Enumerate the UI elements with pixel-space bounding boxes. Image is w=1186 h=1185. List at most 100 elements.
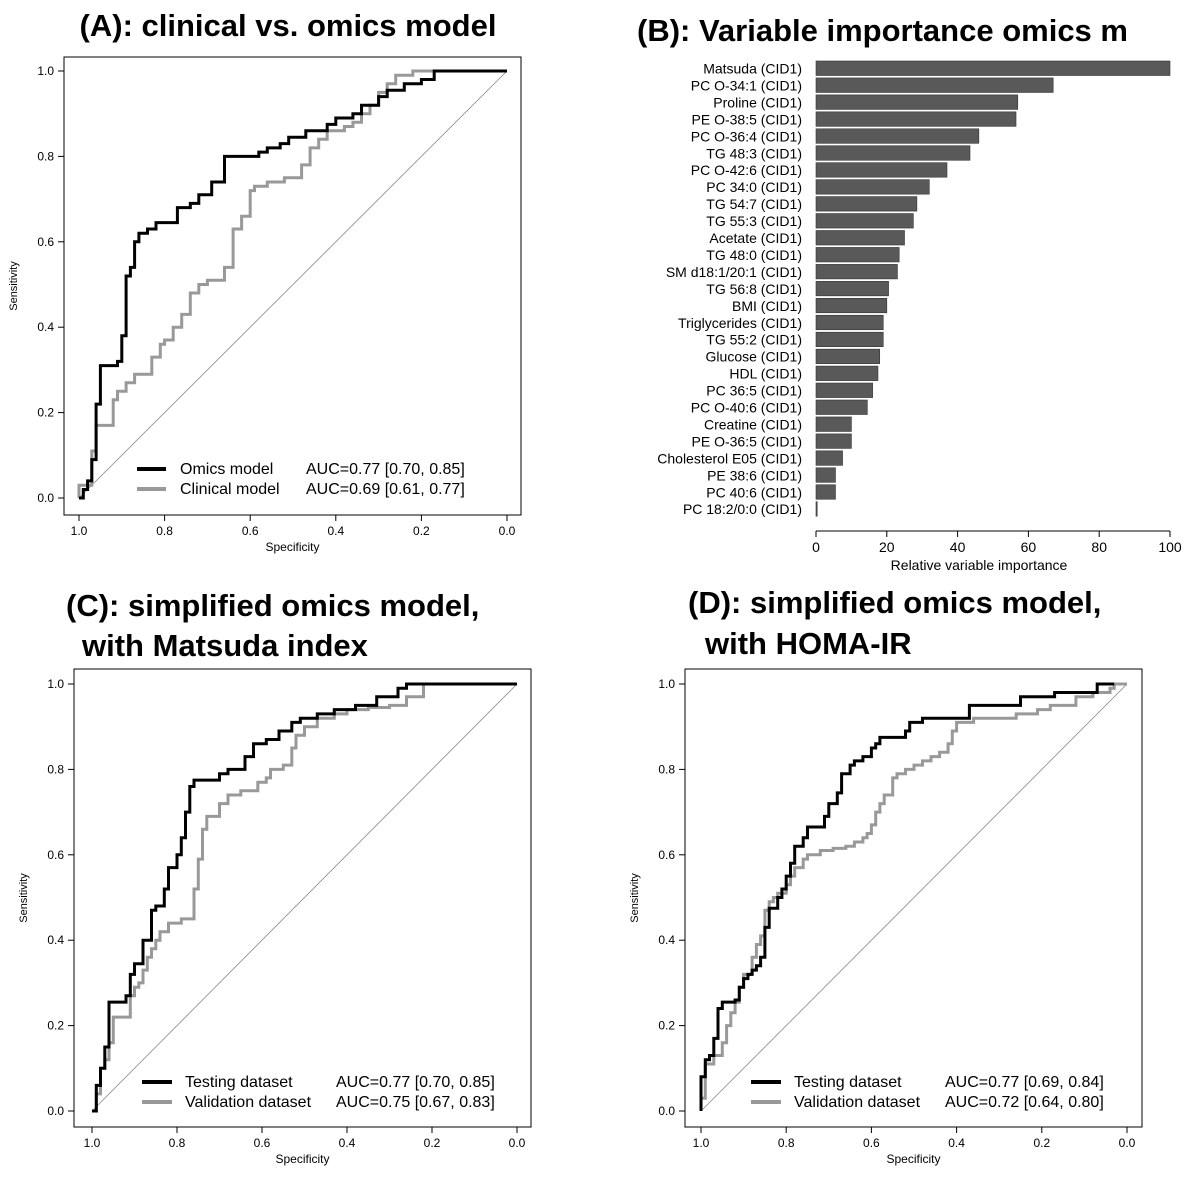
bar (815, 314, 884, 331)
y-tick-label: 0.2 (37, 406, 54, 420)
legend-name-validation-dataset: Validation dataset (794, 1094, 921, 1111)
x-tick-label: 0.2 (424, 1136, 441, 1150)
bar (815, 128, 980, 144)
bar-label: Acetate (CID1) (709, 230, 802, 246)
bar-label: PC 40:6 (CID1) (706, 484, 802, 500)
bar-label: PE 38:6 (CID1) (707, 467, 802, 483)
bar (815, 331, 884, 348)
y-tick-label: 1.0 (47, 677, 64, 691)
y-tick-label: 0.0 (47, 1104, 64, 1118)
bar (815, 501, 818, 517)
y-tick-label: 0.0 (37, 491, 54, 505)
bar (815, 145, 971, 161)
roc-panel-c: (C): simplified omics model, with Matsuda… (18, 588, 532, 1166)
bar-label: Triglycerides (CID1) (678, 315, 802, 331)
x-tick-label: 0.8 (156, 524, 173, 538)
panel-title: (B): Variable importance omics m (637, 13, 1128, 48)
x-axis-label: Relative variable importance (891, 557, 1068, 573)
y-axis-label: Sensitivity (8, 261, 20, 311)
x-tick-label: 1.0 (84, 1136, 101, 1150)
bar (815, 230, 905, 246)
panel-title: (C): simplified omics model, (66, 588, 479, 623)
legend-name-testing-dataset: Testing dataset (794, 1074, 902, 1091)
x-tick-label: 1.0 (71, 524, 88, 538)
bar-label: Proline (CID1) (713, 94, 802, 110)
bar (815, 60, 1171, 76)
bar-label: PC 36:5 (CID1) (706, 383, 802, 399)
bar (815, 264, 898, 280)
bar-label: TG 55:2 (CID1) (706, 332, 802, 348)
x-tick-label: 0.2 (413, 524, 430, 538)
roc-curve-testing-dataset (699, 682, 1115, 1111)
legend-auc-testing-dataset: AUC=0.77 [0.70, 0.85] (336, 1074, 495, 1091)
y-tick-label: 0.4 (658, 933, 675, 947)
reference-diagonal (700, 683, 1128, 1112)
bar-label: Creatine (CID1) (704, 416, 802, 432)
y-tick-label: 0.4 (47, 933, 64, 947)
y-tick-label: 0.8 (37, 149, 54, 163)
x-tick-label: 0.6 (254, 1136, 271, 1150)
y-tick-label: 0.0 (658, 1104, 675, 1118)
x-tick-label: 0.4 (948, 1136, 965, 1150)
x-axis-label: Specificity (886, 1152, 940, 1166)
x-tick-label: 0.8 (169, 1136, 186, 1150)
bar-label: PE O-38:5 (CID1) (692, 111, 802, 127)
y-tick-label: 0.8 (658, 762, 675, 776)
bar (815, 77, 1054, 93)
bar-label: PC 34:0 (CID1) (706, 179, 802, 195)
bar-label: PE O-36:5 (CID1) (692, 433, 802, 449)
bar-label: PC O-40:6 (CID1) (691, 400, 802, 416)
legend-auc-omics-model: AUC=0.77 [0.70, 0.85] (306, 461, 465, 478)
bar (815, 416, 852, 432)
roc-curve-clinical-model (77, 69, 507, 498)
y-tick-label: 1.0 (37, 64, 54, 78)
legend-auc-validation-dataset: AUC=0.72 [0.64, 0.80] (945, 1094, 1104, 1111)
bar-label: TG 48:0 (CID1) (706, 247, 802, 263)
bar-label: BMI (CID1) (732, 298, 802, 314)
x-axis-label: Specificity (275, 1152, 329, 1166)
y-axis-label: Sensitivity (18, 873, 30, 923)
roc-curve-testing-dataset (92, 682, 517, 1113)
bar-panel-b: (B): Variable importance omics m Matsuda … (637, 13, 1182, 573)
roc-panel-d: (D): simplified omics model, with HOMA-IR… (629, 585, 1143, 1166)
bar-label: Glucose (CID1) (706, 349, 802, 365)
legend-name-validation-dataset: Validation dataset (185, 1094, 312, 1111)
x-tick-label: 0.0 (499, 524, 516, 538)
legend-auc-clinical-model: AUC=0.69 [0.61, 0.77] (306, 481, 465, 498)
x-tick-label: 0.0 (509, 1136, 526, 1150)
y-tick-label: 0.4 (37, 320, 54, 334)
bar (815, 450, 843, 466)
bar-label: PC O-36:4 (CID1) (691, 128, 802, 144)
x-axis-label: Specificity (265, 540, 319, 554)
y-tick-label: 0.8 (47, 762, 64, 776)
bar (815, 348, 881, 364)
bar (815, 467, 836, 483)
x-tick-label: 0 (812, 539, 820, 555)
bar (815, 213, 914, 229)
y-axis-label: Sensitivity (629, 873, 641, 923)
bar-label: HDL (CID1) (729, 366, 802, 382)
bar (815, 281, 889, 297)
x-tick-label: 1.0 (693, 1136, 710, 1150)
bar-label: PC 18:2/0:0 (CID1) (683, 501, 802, 517)
x-tick-label: 0.6 (863, 1136, 880, 1150)
bar (815, 433, 852, 449)
legend-name-omics-model: Omics model (180, 461, 273, 478)
plot-frame (684, 668, 1143, 1128)
bar-label: TG 54:7 (CID1) (706, 196, 802, 212)
roc-curve-omics-model (79, 69, 507, 500)
bar (815, 111, 1017, 127)
x-tick-label: 40 (950, 539, 966, 555)
panel-title: (D): simplified omics model, (688, 585, 1101, 620)
bar (815, 297, 888, 314)
y-tick-label: 0.2 (47, 1019, 64, 1033)
panel-title-line2: with HOMA-IR (704, 626, 912, 661)
x-tick-label: 80 (1091, 539, 1107, 555)
legend-auc-validation-dataset: AUC=0.75 [0.67, 0.83] (336, 1094, 495, 1111)
roc-panel-a: (A): clinical vs. omics model 1.0 0.8 0.6 0.… (8, 8, 522, 554)
bar-label: SM d18:1/20:1 (CID1) (666, 264, 802, 280)
x-tick-label: 100 (1158, 539, 1182, 555)
y-tick-label: 0.6 (658, 848, 675, 862)
bar (815, 196, 918, 212)
